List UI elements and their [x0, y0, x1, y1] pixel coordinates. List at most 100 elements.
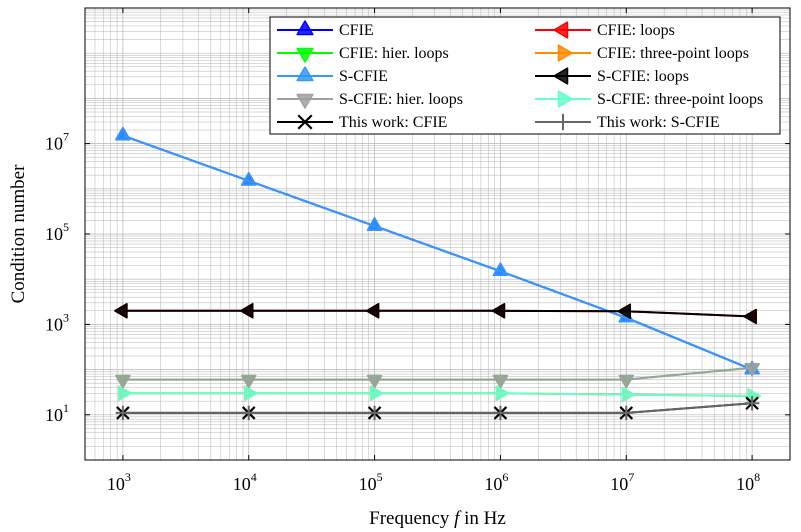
x-axis-label-variable: f — [454, 508, 462, 529]
legend-item: This work: S-CFIE — [535, 113, 720, 131]
x-tick-base: 10 — [359, 474, 377, 494]
data-point — [743, 308, 757, 325]
legend-swatch-marker — [296, 66, 314, 82]
data-point — [744, 396, 760, 411]
x-tick-exponent: 4 — [251, 470, 257, 484]
x-tick-label: 107 — [610, 470, 634, 494]
y-tick-exponent: 3 — [63, 310, 69, 324]
series-line — [122, 392, 753, 398]
legend-label: S-CFIE: loops — [597, 68, 689, 85]
legend-swatch-marker — [554, 113, 572, 131]
data-point — [243, 385, 258, 401]
x-tick-exponent: 6 — [502, 470, 508, 484]
x-tick-base: 10 — [484, 474, 502, 494]
legend-label: CFIE: hier. loops — [339, 45, 449, 62]
data-point — [241, 172, 257, 186]
x-tick-label: 103 — [107, 470, 131, 494]
legend: CFIE CFIE: loops CFIE: hier. loops CFIE: th… — [269, 16, 781, 135]
data-point — [493, 405, 508, 421]
series-layer — [114, 126, 761, 421]
legend-item: S-CFIE: hier. loops — [277, 91, 463, 109]
data-point — [115, 374, 131, 389]
y-tick-label: 107 — [45, 130, 69, 154]
data-point — [115, 405, 131, 421]
legend-label: S-CFIE: three-point loops — [597, 91, 763, 108]
legend-swatch-marker — [296, 20, 314, 36]
x-tick-exponent: 8 — [754, 470, 760, 484]
legend-item: S-CFIE — [277, 66, 388, 85]
y-tick-exponent: 7 — [63, 130, 69, 144]
legend-swatch-marker — [296, 93, 314, 109]
data-point — [744, 362, 760, 377]
y-tick-label: 101 — [45, 401, 69, 425]
y-axis-label: Condition number — [8, 164, 29, 303]
legend-item: S-CFIE: three-point loops — [535, 90, 763, 108]
series-s-cfie-loops — [114, 303, 757, 325]
series-line — [122, 366, 753, 381]
legend-item: CFIE: three-point loops — [535, 44, 749, 62]
legend-item: This work: CFIE — [277, 114, 447, 131]
data-point — [115, 126, 131, 141]
x-tick-label: 104 — [233, 470, 257, 494]
data-point — [366, 374, 383, 389]
x-tick-base: 10 — [610, 474, 628, 494]
data-point — [241, 374, 257, 389]
y-tick-base: 10 — [45, 224, 63, 244]
legend-box — [269, 16, 781, 135]
legend-swatch-marker — [557, 44, 573, 62]
x-tick-label: 106 — [484, 470, 508, 494]
x-axis-label-prefix: Frequency — [369, 508, 454, 529]
y-tick-exponent: 1 — [63, 401, 69, 415]
data-point — [619, 405, 634, 421]
legend-label: CFIE — [339, 22, 374, 39]
x-tick-exponent: 7 — [628, 470, 634, 484]
legend-swatch-marker — [553, 21, 569, 39]
y-tick-base: 10 — [45, 134, 63, 154]
legend-swatch-marker — [557, 90, 573, 108]
x-tick-base: 10 — [736, 474, 754, 494]
series-this-work-s-cfie — [115, 396, 760, 421]
legend-label: CFIE: three-point loops — [597, 45, 749, 62]
series-line — [122, 402, 753, 414]
legend-item: CFIE — [277, 20, 374, 39]
data-point — [365, 303, 380, 319]
y-tick-label: 105 — [45, 220, 69, 244]
series-s-cfie-hier-loops — [115, 362, 760, 389]
legend-label: This work: S-CFIE — [597, 114, 720, 131]
legend-label: This work: CFIE — [339, 114, 447, 131]
legend-swatch-marker — [296, 47, 314, 63]
x-tick-base: 10 — [233, 474, 251, 494]
series-s-cfie-three-point-loops — [118, 385, 761, 404]
x-axis-label: Frequency f in Hz — [369, 508, 506, 529]
x-axis-label-suffix: in Hz — [459, 508, 505, 529]
legend-label: CFIE: loops — [597, 22, 675, 39]
y-tick-base: 10 — [45, 405, 63, 425]
legend-label: S-CFIE — [339, 68, 388, 85]
data-point — [491, 303, 506, 319]
legend-swatch-marker — [297, 114, 313, 130]
legend-swatch-marker — [553, 67, 569, 85]
data-point — [617, 303, 632, 319]
legend-label: S-CFIE: hier. loops — [339, 91, 463, 108]
y-tick-exponent: 5 — [63, 220, 69, 234]
data-point — [367, 405, 382, 421]
data-point — [747, 388, 761, 404]
x-tick-label: 108 — [736, 470, 760, 494]
legend-item: CFIE: hier. loops — [277, 45, 449, 63]
data-point — [239, 303, 254, 319]
data-point — [241, 405, 256, 421]
series-line — [122, 309, 753, 318]
data-point — [366, 217, 383, 231]
y-tick-label: 103 — [45, 310, 69, 334]
x-tick-exponent: 3 — [125, 470, 131, 484]
y-tick-base: 10 — [45, 314, 63, 334]
x-tick-exponent: 5 — [377, 470, 383, 484]
data-point — [114, 303, 128, 319]
series-s-cfie — [115, 126, 760, 375]
legend-item: S-CFIE: loops — [535, 67, 689, 85]
x-tick-base: 10 — [107, 474, 125, 494]
x-tick-label: 105 — [359, 470, 383, 494]
data-point — [492, 262, 509, 276]
data-point — [492, 374, 509, 389]
